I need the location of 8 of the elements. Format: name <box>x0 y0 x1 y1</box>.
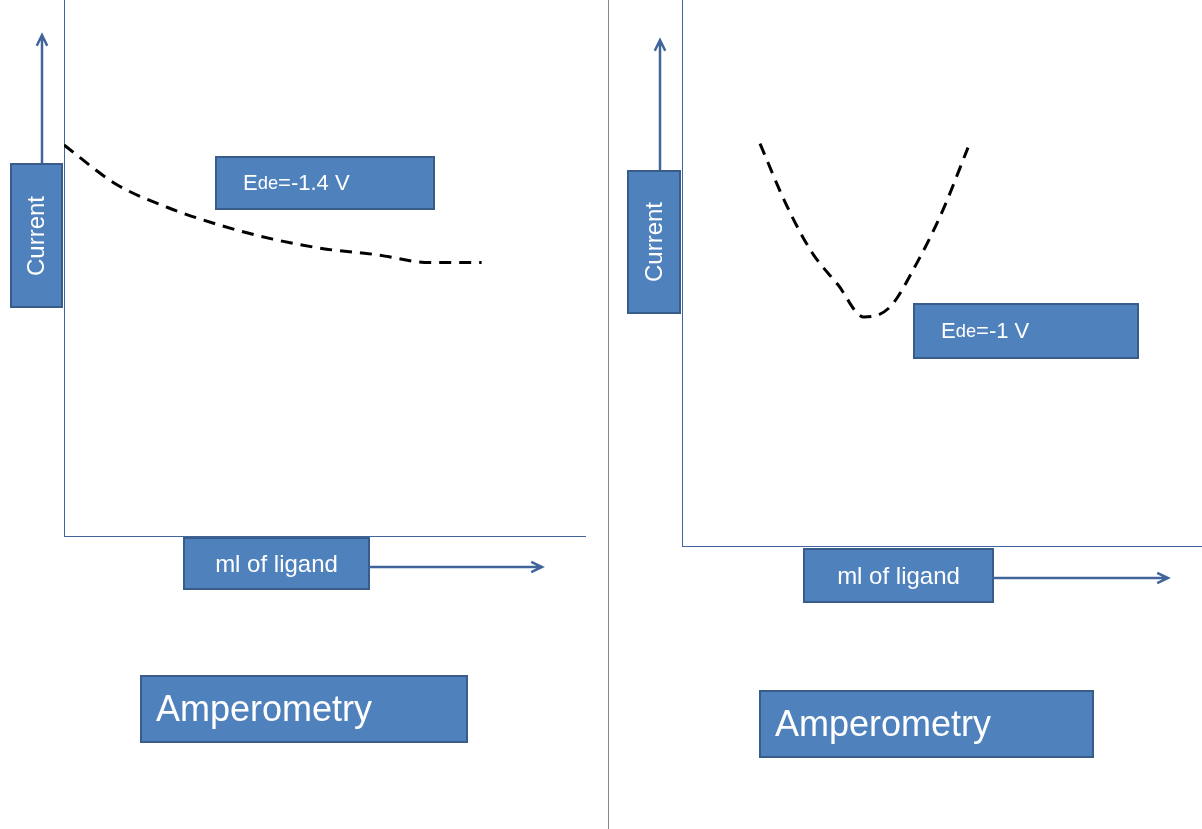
label-box: ml of ligand <box>803 548 994 603</box>
y-axis-title: Current <box>22 195 51 276</box>
label-box: Amperometry <box>140 675 468 743</box>
label-box: Amperometry <box>759 690 1094 758</box>
y-axis-title: Current <box>640 201 668 283</box>
label-box: Current <box>10 163 63 308</box>
label-box: ml of ligand <box>183 537 370 590</box>
label-box: Current <box>627 170 681 314</box>
